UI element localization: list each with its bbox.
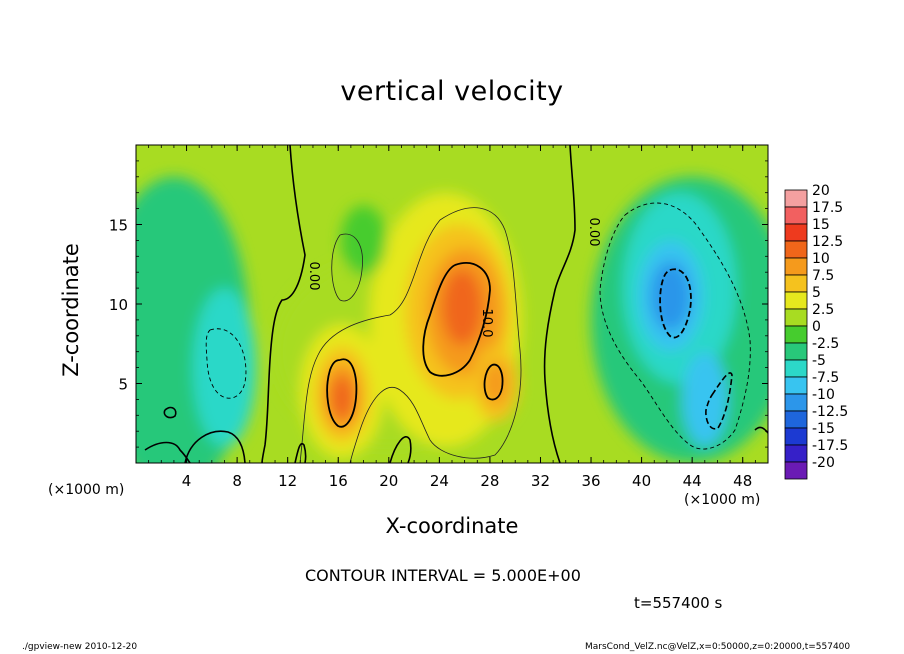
contour-line xyxy=(659,268,692,339)
colorbar-label: -10 xyxy=(812,387,835,403)
x-tick-label: 36 xyxy=(581,472,600,490)
colorbar-swatch xyxy=(784,308,808,327)
y-unit-note: (×1000 m) xyxy=(48,482,125,498)
x-tick-label: 24 xyxy=(430,472,449,490)
colorbar-label: -17.5 xyxy=(812,438,849,454)
contour-line xyxy=(261,145,306,463)
contour-line xyxy=(144,441,191,463)
colorbar-label: -7.5 xyxy=(812,370,840,386)
colorbar-label: -2.5 xyxy=(812,336,840,352)
field-region xyxy=(682,351,728,448)
contour-value-label: 0.00 xyxy=(306,262,321,291)
y-tick-label: 5 xyxy=(118,376,128,394)
colorbar-label: 10 xyxy=(812,251,830,267)
x-unit-note: (×1000 m) xyxy=(684,492,761,508)
colorbar-label: 12.5 xyxy=(812,234,844,250)
contour-line xyxy=(483,363,504,401)
contour-line xyxy=(599,202,751,450)
contour-line xyxy=(163,406,177,419)
colorbar-swatch xyxy=(784,427,808,446)
colorbar-label: 2.5 xyxy=(812,302,835,318)
x-tick-label: 44 xyxy=(683,472,702,490)
colorbar-swatch xyxy=(784,461,808,480)
colorbar-label: 0 xyxy=(812,319,821,335)
x-axis-label: X-coordinate xyxy=(0,514,904,538)
field-region xyxy=(650,261,691,332)
colorbar-swatch xyxy=(784,325,808,344)
colorbar-label: 7.5 xyxy=(812,268,835,284)
footer-left: ./gpview-new 2010-12-20 xyxy=(22,642,138,652)
contour-lines xyxy=(144,145,768,463)
x-tick-label: 32 xyxy=(531,472,550,490)
colorbar-label: -15 xyxy=(812,421,835,437)
colorbar-label: -12.5 xyxy=(812,404,849,420)
colorbar-swatch xyxy=(784,257,808,276)
x-axis: 4 8 12 16 20 24 28 32 36 40 44 48 xyxy=(148,145,756,490)
colorbar-swatch xyxy=(784,189,808,208)
colorbar-swatch xyxy=(784,444,808,463)
colorbar-swatch xyxy=(784,393,808,412)
chart-title: vertical velocity xyxy=(340,76,564,107)
field-region xyxy=(330,375,354,421)
footer-right: MarsCond_VelZ.nc@VelZ,x=0:50000,z=0:2000… xyxy=(585,642,851,652)
colorbar-swatch xyxy=(784,291,808,310)
colorbar-label: -5 xyxy=(812,353,826,369)
y-tick-label: 10 xyxy=(109,296,128,314)
contour-line xyxy=(299,207,522,463)
field-region xyxy=(192,288,257,448)
colorbar-swatch xyxy=(784,342,808,361)
contour-line xyxy=(331,233,363,302)
colorbar-label: -20 xyxy=(812,455,835,471)
y-axis: 5 10 15 xyxy=(109,160,768,448)
colorbar-swatch xyxy=(784,376,808,395)
contour-line xyxy=(294,443,307,463)
contour-line xyxy=(389,436,412,463)
contour-interval-note: CONTOUR INTERVAL = 5.000E+00 xyxy=(305,566,581,585)
contour-line xyxy=(326,358,358,428)
contour-value-label: 0.00 xyxy=(586,218,601,247)
time-label: t=557400 s xyxy=(634,594,723,612)
x-tick-label: 48 xyxy=(733,472,752,490)
contour-value-labels: 0.00 0.00 10.0 xyxy=(306,218,601,338)
y-tick-label: 15 xyxy=(109,217,128,235)
contour-line xyxy=(543,145,576,463)
contour-line xyxy=(184,430,246,463)
colorbar-swatch xyxy=(784,274,808,293)
x-tick-label: 40 xyxy=(632,472,651,490)
field-region xyxy=(441,269,483,346)
x-axis-label-text: X-coordinate xyxy=(385,514,519,538)
x-tick-label: 4 xyxy=(182,472,192,490)
colorbar-label: 20 xyxy=(812,183,830,199)
field-region xyxy=(340,205,387,276)
colorbar-swatch xyxy=(784,240,808,259)
y-axis-label: Z-coordinate xyxy=(59,243,83,377)
colorbar-label: 15 xyxy=(812,217,830,233)
colorbar-swatch xyxy=(784,206,808,225)
velocity-field xyxy=(136,145,768,463)
field-region xyxy=(483,361,509,406)
x-tick-label: 20 xyxy=(379,472,398,490)
x-tick-label: 28 xyxy=(480,472,499,490)
contour-line xyxy=(754,426,768,434)
x-tick-label: 16 xyxy=(329,472,348,490)
colorbar-swatch xyxy=(784,223,808,242)
colorbar-label: 17.5 xyxy=(812,200,844,216)
colorbar-swatch xyxy=(784,410,808,429)
colorbar-swatch xyxy=(784,359,808,378)
colorbar xyxy=(784,189,808,480)
contour-value-label: 10.0 xyxy=(479,309,494,338)
colorbar-label: 5 xyxy=(812,285,821,301)
x-tick-label: 12 xyxy=(278,472,297,490)
x-tick-label: 8 xyxy=(232,472,242,490)
contour-line xyxy=(705,372,733,430)
contour-line xyxy=(422,262,491,377)
